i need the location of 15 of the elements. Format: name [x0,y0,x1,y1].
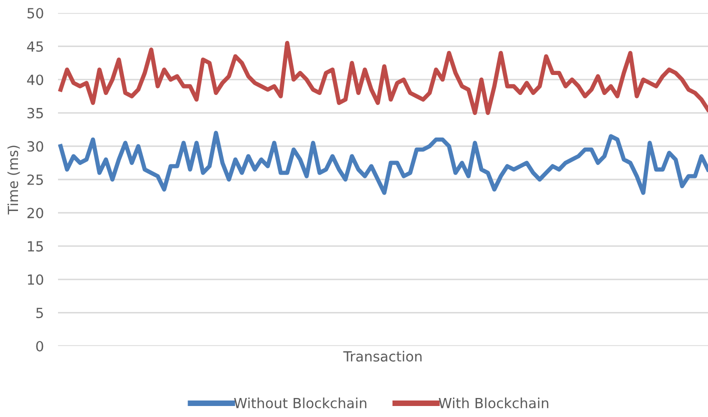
y-tick-label: 15 [28,241,43,252]
y-tick-label: 30 [27,141,44,152]
y-tick-label: 25 [27,174,43,185]
y-tick-label: 35 [27,108,43,118]
y-tick-label: 45 [27,41,43,52]
y-tick-label: 50 [28,8,44,18]
y-tick-label: 0 [36,340,44,352]
y-axis-title: Time (ms) [7,146,20,215]
y-tick-label: 5 [36,308,43,318]
x-axis-title: Transaction [343,350,422,362]
line-series [58,40,708,115]
line-series [58,130,708,195]
y-tick-label: 20 [27,208,44,218]
y-tick-label: 40 [27,74,44,86]
y-tick-label: 10 [28,274,44,285]
